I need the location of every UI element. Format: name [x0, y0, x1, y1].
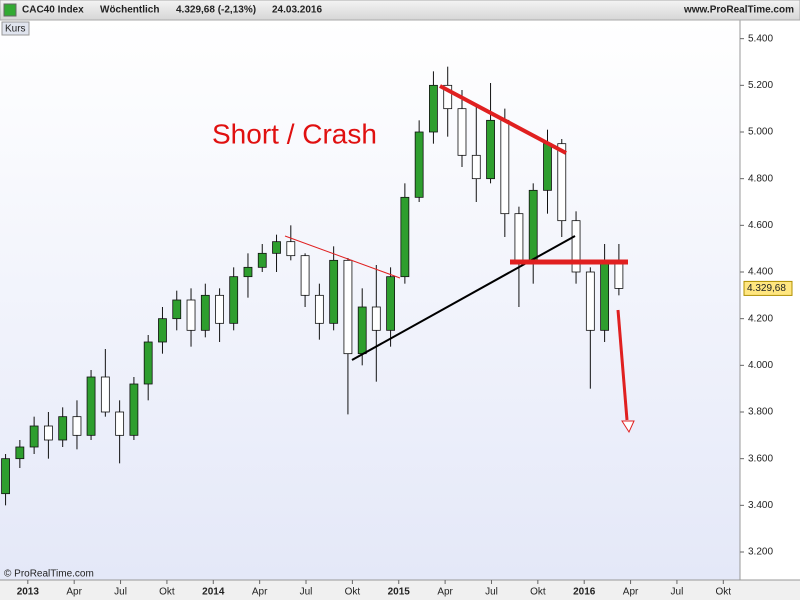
quote: 4.329,68 (-2,13%) — [176, 5, 256, 16]
series-tag — [1, 21, 30, 36]
x-tick-label: 2015 — [388, 587, 411, 598]
plot-bg — [0, 20, 740, 580]
site: www.ProRealTime.com — [683, 5, 794, 16]
arrow-head — [621, 420, 635, 434]
candle-body — [115, 411, 125, 436]
x-tick-label: 2013 — [17, 587, 40, 598]
x-tick-label: Jul — [114, 587, 127, 598]
candle-body — [186, 299, 196, 331]
y-tick-label: 5.400 — [748, 33, 773, 44]
instrument: CAC40 Index — [22, 5, 84, 16]
candle-body — [386, 276, 395, 331]
date: 24.03.2016 — [272, 5, 322, 16]
candle-body — [15, 446, 25, 460]
candle-body — [29, 425, 39, 448]
y-tick-label: 4.600 — [748, 220, 773, 231]
y-tick-label: 5.000 — [748, 127, 773, 138]
x-tick-label: Okt — [159, 587, 175, 598]
y-tick-label: 3.800 — [748, 407, 773, 418]
copyright: © ProRealTime.com — [4, 569, 94, 580]
trend-line — [284, 235, 401, 279]
candle-body — [215, 294, 224, 324]
candle-body — [86, 376, 96, 436]
candle-body — [229, 276, 239, 324]
candle-body — [100, 376, 110, 413]
candle-body — [585, 271, 595, 331]
axis-bg — [740, 20, 800, 580]
x-tick-label: Okt — [716, 587, 732, 598]
candle-body — [200, 294, 210, 331]
candle-body — [486, 119, 495, 180]
y-tick-label: 3.200 — [748, 547, 773, 558]
candle-body — [443, 84, 453, 110]
candle-body — [571, 220, 581, 273]
candle-body — [429, 84, 438, 133]
candle-body — [528, 189, 538, 261]
candle-body — [543, 143, 552, 191]
x-axis-bg — [0, 580, 800, 600]
candle-body — [457, 108, 467, 156]
period: Wöchentlich — [100, 5, 159, 16]
y-tick-label: 3.600 — [748, 453, 773, 464]
x-tick-label: Jul — [485, 587, 498, 598]
candle-body — [44, 425, 53, 441]
candle-body — [172, 299, 182, 320]
candle-body — [557, 143, 567, 222]
candle-body — [314, 294, 324, 324]
x-tick-label: Apr — [437, 587, 453, 598]
y-tick-label: 4.800 — [748, 173, 773, 184]
x-tick-label: Okt — [345, 587, 361, 598]
candle-body — [414, 131, 424, 198]
candle-body — [58, 416, 68, 441]
x-tick-label: 2016 — [573, 587, 596, 598]
trend-line — [351, 235, 576, 361]
candle-body — [400, 196, 410, 278]
x-tick-label: Apr — [66, 587, 82, 598]
candle-body — [257, 252, 267, 268]
x-tick-label: Jul — [300, 587, 313, 598]
drawings — [284, 84, 635, 434]
x-tick-label: Jul — [671, 587, 684, 598]
series-label: Kurs — [5, 24, 26, 35]
candle-body — [600, 259, 610, 331]
candle-body — [1, 458, 10, 495]
trend-line — [439, 84, 567, 155]
candle-body — [300, 255, 310, 296]
x-tick-label: Apr — [623, 587, 639, 598]
candle-body — [243, 266, 253, 278]
last-price-box — [743, 280, 793, 296]
x-tick-label: Okt — [530, 587, 546, 598]
icon — [3, 3, 17, 17]
candles — [1, 66, 624, 506]
x-tick-label: Apr — [252, 587, 268, 598]
x-tick-label: 2014 — [202, 587, 225, 598]
candle-body — [371, 306, 381, 331]
y-tick-label: 3.400 — [748, 500, 773, 511]
candle-body — [471, 154, 481, 180]
candle-body — [286, 241, 296, 257]
candle-body — [329, 259, 339, 324]
y-tick-label: 4.400 — [748, 267, 773, 278]
arrow — [616, 309, 629, 421]
last-price-label: 4.329,68 — [747, 283, 786, 294]
y-tick-label: 4.000 — [748, 360, 773, 371]
annotation: Short / Crash — [212, 118, 377, 149]
candle-body — [343, 259, 353, 355]
y-tick-label: 5.200 — [748, 80, 773, 91]
candle-body — [357, 306, 367, 355]
header-bar — [0, 0, 800, 21]
candle-body — [143, 341, 153, 385]
candle-body — [129, 383, 139, 436]
candle-body — [614, 259, 624, 289]
candle-body — [500, 119, 510, 215]
candle-body — [514, 213, 524, 261]
candle-body — [158, 318, 167, 343]
y-tick-label: 4.200 — [748, 313, 773, 324]
candle-body — [72, 416, 82, 436]
candle-body — [272, 241, 281, 254]
